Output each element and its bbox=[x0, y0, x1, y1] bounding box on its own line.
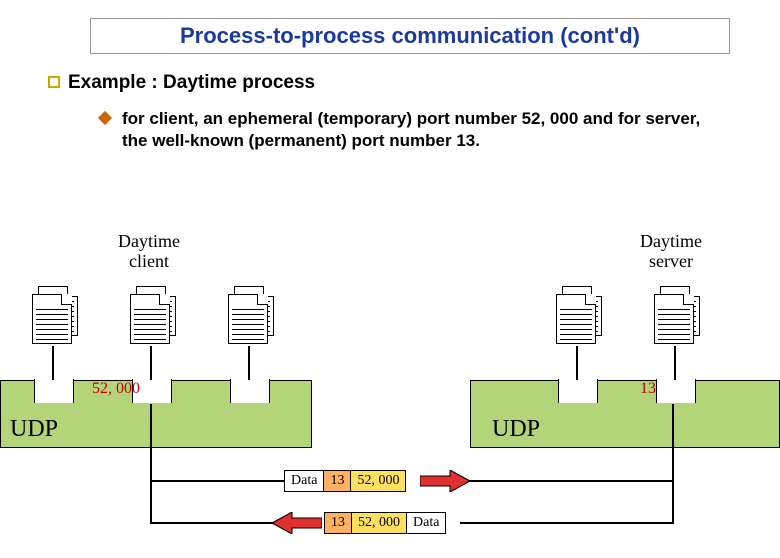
port-slot bbox=[34, 379, 74, 403]
process-doc-icon bbox=[556, 286, 602, 344]
pkt-dest-port: 13 bbox=[324, 471, 351, 491]
conn-line bbox=[150, 346, 152, 380]
title-bar: Process-to-process communication (cont'd… bbox=[90, 18, 730, 54]
conn-line bbox=[52, 346, 54, 380]
port-slot bbox=[558, 379, 598, 403]
conn-line bbox=[674, 346, 676, 380]
page-title: Process-to-process communication (cont'd… bbox=[180, 23, 640, 48]
pkt-data: Data bbox=[285, 471, 324, 491]
server-label: Daytime server bbox=[640, 232, 702, 272]
pkt-src-port-2: 13 bbox=[325, 513, 352, 533]
conn-line bbox=[672, 404, 674, 482]
conn-line bbox=[150, 480, 284, 482]
square-bullet-icon bbox=[48, 76, 60, 88]
conn-line bbox=[248, 346, 250, 380]
pkt-data-2: Data bbox=[407, 513, 445, 533]
conn-line bbox=[150, 404, 152, 482]
packet-upper: Data 13 52, 000 bbox=[284, 470, 406, 492]
conn-line bbox=[468, 480, 674, 482]
process-doc-icon bbox=[654, 286, 700, 344]
packet-lower: 13 52, 000 Data bbox=[324, 512, 446, 534]
conn-line bbox=[576, 346, 578, 380]
diamond-bullet-icon bbox=[98, 111, 112, 125]
process-doc-icon bbox=[32, 286, 78, 344]
conn-line bbox=[150, 522, 274, 524]
udp-label-left: UDP bbox=[10, 416, 58, 443]
conn-line bbox=[150, 480, 152, 524]
udp-label-right: UDP bbox=[492, 416, 540, 443]
example-line: Example : Daytime process bbox=[48, 72, 780, 94]
server-port-label: 13 bbox=[640, 380, 656, 398]
port-slot bbox=[656, 379, 696, 403]
sub-text: for client, an ephemeral (temporary) por… bbox=[122, 108, 720, 152]
conn-line bbox=[460, 522, 674, 524]
port-slot bbox=[230, 379, 270, 403]
client-label: Daytime client bbox=[118, 232, 180, 272]
pkt-src-port: 52, 000 bbox=[351, 471, 405, 491]
conn-line bbox=[672, 480, 674, 522]
process-doc-icon bbox=[228, 286, 274, 344]
pkt-dest-port-2: 52, 000 bbox=[352, 513, 407, 533]
example-label: Example : Daytime process bbox=[68, 72, 315, 94]
arrow-left-icon bbox=[272, 512, 322, 534]
sub-line: for client, an ephemeral (temporary) por… bbox=[100, 108, 720, 152]
arrow-right-icon bbox=[420, 470, 470, 492]
client-port-label: 52, 000 bbox=[92, 380, 140, 398]
process-doc-icon bbox=[130, 286, 176, 344]
diagram-area: Daytime client Daytime server UDP UDP 52… bbox=[0, 232, 780, 552]
